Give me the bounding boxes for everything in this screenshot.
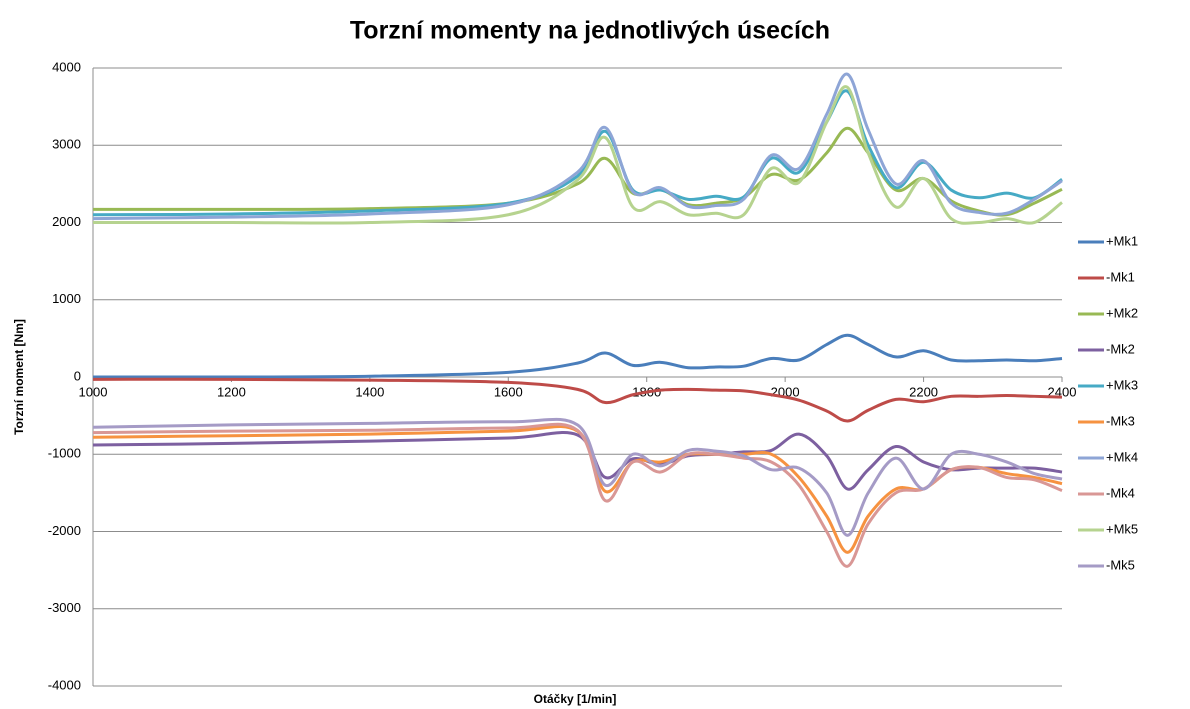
y-tick-label: 3000 bbox=[52, 137, 81, 152]
x-tick-label: 1600 bbox=[494, 384, 523, 399]
y-tick-label: 0 bbox=[74, 368, 81, 383]
x-tick-label: 1000 bbox=[79, 384, 108, 399]
x-tick-label: 1400 bbox=[355, 384, 384, 399]
legend-label: +Mk2 bbox=[1106, 305, 1138, 320]
legend-label: -Mk1 bbox=[1106, 269, 1135, 284]
x-tick-label: 2200 bbox=[909, 384, 938, 399]
x-axis-title: Otáčky [1/min] bbox=[534, 692, 617, 706]
series-line bbox=[92, 377, 1063, 423]
legend-label: +Mk4 bbox=[1106, 449, 1138, 464]
series-line bbox=[92, 422, 1063, 568]
legend-label: +Mk1 bbox=[1106, 233, 1138, 248]
series-line bbox=[93, 85, 1063, 225]
y-tick-label: 4000 bbox=[52, 59, 81, 74]
legend-label: -Mk5 bbox=[1106, 557, 1135, 572]
legend-label: +Mk3 bbox=[1106, 377, 1138, 392]
series-line bbox=[92, 89, 1063, 217]
series-line bbox=[92, 72, 1063, 221]
legend-label: +Mk5 bbox=[1106, 521, 1138, 536]
series-line bbox=[92, 333, 1063, 379]
y-tick-label: -2000 bbox=[48, 523, 81, 538]
y-tick-label: 2000 bbox=[52, 214, 81, 229]
chart-title: Torzní momenty na jednotlivých úsecích bbox=[350, 17, 830, 45]
y-tick-label: 1000 bbox=[52, 291, 81, 306]
y-tick-label: -4000 bbox=[48, 677, 81, 692]
legend-label: -Mk3 bbox=[1106, 413, 1135, 428]
y-tick-label: -3000 bbox=[48, 600, 81, 615]
y-axis-title: Torzní moment [Nm] bbox=[12, 319, 26, 435]
series-line bbox=[92, 417, 1063, 537]
legend-label: -Mk2 bbox=[1106, 341, 1135, 356]
legend-label: -Mk4 bbox=[1106, 485, 1135, 500]
x-tick-label: 1200 bbox=[217, 384, 246, 399]
series-line bbox=[92, 431, 1063, 491]
y-tick-label: -1000 bbox=[48, 446, 81, 461]
